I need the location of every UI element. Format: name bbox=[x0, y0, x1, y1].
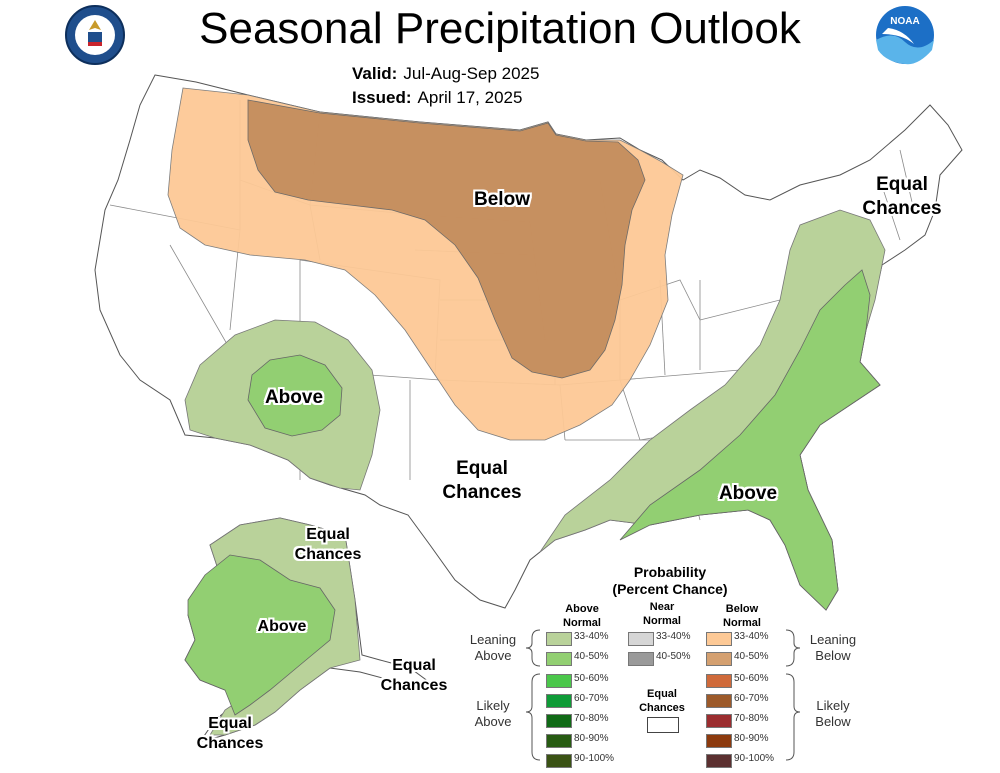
legend-swatch-label-below-6: 80-90% bbox=[734, 733, 769, 744]
legend-swatch-label-below-5: 70-80% bbox=[734, 713, 769, 724]
page-title: Seasonal Precipitation Outlook bbox=[199, 4, 801, 53]
legend-swatch-label-below-2: 40-50% bbox=[734, 651, 769, 662]
commerce-seal-icon bbox=[65, 5, 125, 65]
legend-swatch-above-2 bbox=[546, 652, 572, 666]
legend-swatch-above-1 bbox=[546, 632, 572, 646]
legend-swatch-label-above-1: 33-40% bbox=[574, 631, 609, 642]
legend-swatch-above-4 bbox=[546, 694, 572, 708]
label-above-southeast: Above bbox=[718, 483, 778, 504]
legend-leaning-below: Leaning Below bbox=[809, 632, 857, 664]
legend-swatch-label-below-4: 60-70% bbox=[734, 693, 769, 704]
legend-swatch-near-2 bbox=[628, 652, 654, 666]
issued-label: Issued: bbox=[352, 88, 412, 107]
legend-swatch-label-above-6: 80-90% bbox=[574, 733, 609, 744]
issued-line: Issued: April 17, 2025 bbox=[352, 88, 522, 108]
legend-swatch-label-below-1: 33-40% bbox=[734, 631, 769, 642]
label-ak-equal-chances-south: Equal Chances bbox=[196, 715, 264, 752]
svg-text:NOAA: NOAA bbox=[890, 16, 919, 27]
legend-likely-above: Likely Above bbox=[474, 698, 512, 730]
valid-label: Valid: bbox=[352, 64, 398, 83]
label-ak-above: Above bbox=[257, 618, 307, 635]
label-above-southwest: Above bbox=[264, 387, 324, 408]
issued-value: April 17, 2025 bbox=[417, 88, 523, 107]
legend-leaning-above: Leaning Above bbox=[469, 632, 517, 664]
legend-swatch-label-near-2: 40-50% bbox=[656, 651, 691, 662]
legend-swatch-label-below-3: 50-60% bbox=[734, 673, 769, 684]
legend-swatch-label-above-2: 40-50% bbox=[574, 651, 609, 662]
legend-title: Probability (Percent Chance) bbox=[612, 564, 728, 597]
legend-swatch-label-above-5: 70-80% bbox=[574, 713, 609, 724]
legend-likely-below: Likely Below bbox=[815, 698, 851, 730]
legend-swatch-above-5 bbox=[546, 714, 572, 728]
label-ak-equal-chances-southeast: Equal Chances bbox=[380, 657, 448, 694]
legend-equal-chances-label: Equal Chances bbox=[639, 688, 685, 714]
legend-swatch-below-3 bbox=[706, 674, 732, 688]
legend-swatch-below-7 bbox=[706, 754, 732, 768]
below-likely-region bbox=[247, 99, 646, 379]
label-equal-chances-south: Equal Chances bbox=[442, 458, 522, 503]
legend-col-above: Above Normal bbox=[563, 603, 601, 629]
legend-swatch-label-above-4: 60-70% bbox=[574, 693, 609, 704]
legend-col-near: Near Normal bbox=[643, 601, 681, 627]
legend-swatch-label-above-3: 50-60% bbox=[574, 673, 609, 684]
legend-swatch-below-4 bbox=[706, 694, 732, 708]
legend-swatch-below-6 bbox=[706, 734, 732, 748]
legend-swatch-above-7 bbox=[546, 754, 572, 768]
noaa-logo-icon: NOAA bbox=[876, 6, 934, 65]
legend-swatch-label-below-7: 90-100% bbox=[734, 753, 775, 764]
ak-above-likely-region bbox=[184, 554, 336, 716]
label-equal-chances-northeast: Equal Chances bbox=[862, 174, 942, 219]
legend-swatch-label-near-1: 33-40% bbox=[656, 631, 691, 642]
label-ak-equal-chances-north: Equal Chances bbox=[294, 526, 362, 563]
above-sw-likely-region bbox=[247, 354, 343, 437]
legend-swatch-below-1 bbox=[706, 632, 732, 646]
valid-line: Valid: Jul-Aug-Sep 2025 bbox=[352, 64, 539, 84]
legend-swatch-below-2 bbox=[706, 652, 732, 666]
legend-swatch-label-above-7: 90-100% bbox=[574, 753, 615, 764]
legend-swatch-above-3 bbox=[546, 674, 572, 688]
legend-swatch-near-1 bbox=[628, 632, 654, 646]
valid-value: Jul-Aug-Sep 2025 bbox=[403, 64, 540, 83]
legend-swatch-above-6 bbox=[546, 734, 572, 748]
above-se-likely-region bbox=[619, 269, 881, 611]
legend-col-below: Below Normal bbox=[723, 603, 761, 629]
label-below: Below bbox=[474, 189, 530, 210]
legend-swatch-below-5 bbox=[706, 714, 732, 728]
legend-equal-chances-swatch bbox=[647, 717, 679, 733]
